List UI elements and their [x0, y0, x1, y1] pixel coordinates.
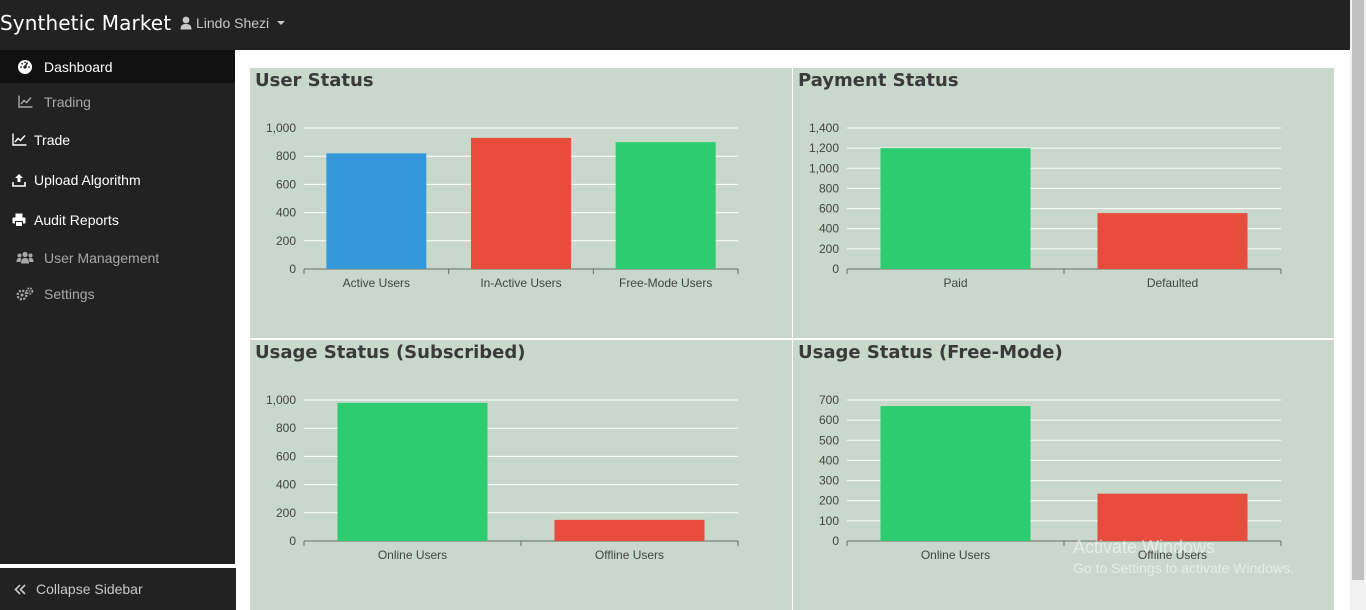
sidebar-item-label: Trade [34, 131, 71, 148]
y-tick-label: 600 [819, 202, 839, 216]
x-tick-label: In-Active Users [480, 276, 561, 290]
usage-free-chart: 0 100 200 300 400 500 600 700 Online Users Offlin… [819, 393, 1282, 562]
x-tick-label: Offline Users [595, 548, 664, 562]
sidebar-item-upload-algorithm[interactable]: Upload Algorithm [0, 163, 235, 196]
y-tick-label: 600 [276, 449, 296, 463]
y-tick-label: 200 [819, 494, 839, 508]
sidebar-item-trading[interactable]: Trading [0, 85, 235, 118]
scrollbar-thumb[interactable] [1352, 0, 1364, 580]
x-tick-label: Active Users [343, 276, 410, 290]
sidebar-item-trade[interactable]: Trade [0, 123, 235, 156]
user-dropdown[interactable]: Lindo Shezi [180, 15, 286, 31]
collapse-sidebar-label: Collapse Sidebar [36, 581, 143, 597]
y-tick-label: 400 [276, 206, 296, 220]
app-brand[interactable]: Synthetic Market [0, 11, 172, 35]
y-tick-label: 500 [819, 433, 839, 447]
print-icon [10, 213, 28, 227]
usage-subscribed-panel: Usage Status (Subscribed) 0 200 400 600 800 1… [250, 340, 792, 610]
users-icon [16, 251, 34, 265]
x-tick-label: Online Users [921, 548, 990, 562]
bar[interactable] [337, 402, 488, 541]
y-tick-label: 0 [289, 262, 296, 276]
y-tick-label: 800 [819, 181, 839, 195]
x-tick-label: Paid [943, 276, 967, 290]
y-tick-label: 1,000 [266, 393, 296, 407]
upload-icon [10, 173, 28, 187]
watermark-line-2: Go to Settings to activate Windows. [1073, 560, 1294, 576]
x-tick-label: Defaulted [1147, 276, 1198, 290]
x-tick-label: Free-Mode Users [619, 276, 712, 290]
sidebar-item-label: Dashboard [44, 58, 113, 75]
user-name: Lindo Shezi [196, 15, 270, 31]
payment-status-panel: Payment Status 0 200 400 600 800 1,000 1,200 1,… [793, 68, 1334, 338]
y-tick-label: 1,000 [266, 121, 296, 135]
line-chart-icon [16, 95, 34, 109]
payment-status-chart: 0 200 400 600 800 1,000 1,200 1,400 Paid Defaulte… [809, 121, 1282, 290]
user-status-chart: 0 200 400 600 800 1,000 Active Users In-Active … [266, 121, 739, 290]
collapse-sidebar-button[interactable]: Collapse Sidebar [0, 566, 236, 610]
y-tick-label: 1,200 [809, 141, 839, 155]
y-tick-label: 300 [819, 474, 839, 488]
panel-title: Usage Status (Free-Mode) [798, 342, 1063, 363]
sidebar-item-label: Settings [44, 285, 95, 302]
y-tick-label: 200 [276, 506, 296, 520]
y-tick-label: 200 [276, 234, 296, 248]
bar[interactable] [1097, 213, 1248, 269]
chevron-down-icon [277, 21, 286, 25]
sidebar-item-settings[interactable]: Settings [0, 277, 235, 310]
y-tick-label: 400 [819, 222, 839, 236]
y-tick-label: 200 [819, 242, 839, 256]
y-tick-label: 0 [832, 262, 839, 276]
y-tick-label: 800 [276, 421, 296, 435]
windows-activation-watermark: Activate Windows Go to Settings to activ… [1073, 537, 1294, 576]
y-tick-label: 800 [276, 149, 296, 163]
user-icon [180, 16, 192, 30]
user-status-panel: User Status 0 200 400 600 800 1,000 Active Use… [250, 68, 792, 338]
y-tick-label: 400 [819, 453, 839, 467]
dashboard-gauge-icon [16, 59, 34, 74]
sidebar-item-label: Trading [44, 93, 91, 110]
bar[interactable] [615, 142, 716, 269]
x-tick-label: Offline Users [1138, 548, 1207, 562]
panel-title: Usage Status (Subscribed) [255, 342, 526, 363]
panel-title: User Status [255, 70, 374, 91]
bar[interactable] [326, 153, 427, 269]
y-tick-label: 400 [276, 478, 296, 492]
usage-free-panel: Usage Status (Free-Mode) 0 100 200 300 400 50… [793, 340, 1334, 610]
top-navbar: Synthetic Market Lindo Shezi [0, 0, 1350, 50]
sidebar-item-label: Audit Reports [34, 211, 119, 228]
bar[interactable] [880, 148, 1031, 269]
y-tick-label: 0 [289, 534, 296, 548]
y-tick-label: 1,400 [809, 121, 839, 135]
sidebar-item-label: Upload Algorithm [34, 171, 141, 188]
panel-title: Payment Status [798, 70, 959, 91]
sidebar-item-audit-reports[interactable]: Audit Reports [0, 203, 235, 236]
y-tick-label: 700 [819, 393, 839, 407]
bar[interactable] [554, 519, 705, 541]
sidebar-item-user-management[interactable]: User Management [0, 241, 235, 274]
bar[interactable] [471, 137, 571, 269]
x-tick-label: Online Users [378, 548, 447, 562]
usage-subscribed-chart: 0 200 400 600 800 1,000 Online Users Offline Us… [266, 393, 739, 562]
y-tick-label: 1,000 [809, 161, 839, 175]
bar[interactable] [1097, 493, 1248, 541]
y-tick-label: 0 [832, 534, 839, 548]
double-chevron-left-icon [14, 583, 26, 595]
sidebar: Dashboard Trading Trade Upload Algorithm… [0, 50, 235, 564]
y-tick-label: 600 [819, 413, 839, 427]
line-chart-icon [10, 133, 28, 147]
sidebar-item-label: User Management [44, 249, 160, 266]
y-tick-label: 100 [819, 514, 839, 528]
y-tick-label: 600 [276, 177, 296, 191]
sidebar-item-dashboard[interactable]: Dashboard [0, 50, 235, 83]
watermark-line-1: Activate Windows [1073, 537, 1216, 557]
bar[interactable] [880, 406, 1031, 541]
cogs-icon [16, 286, 34, 301]
